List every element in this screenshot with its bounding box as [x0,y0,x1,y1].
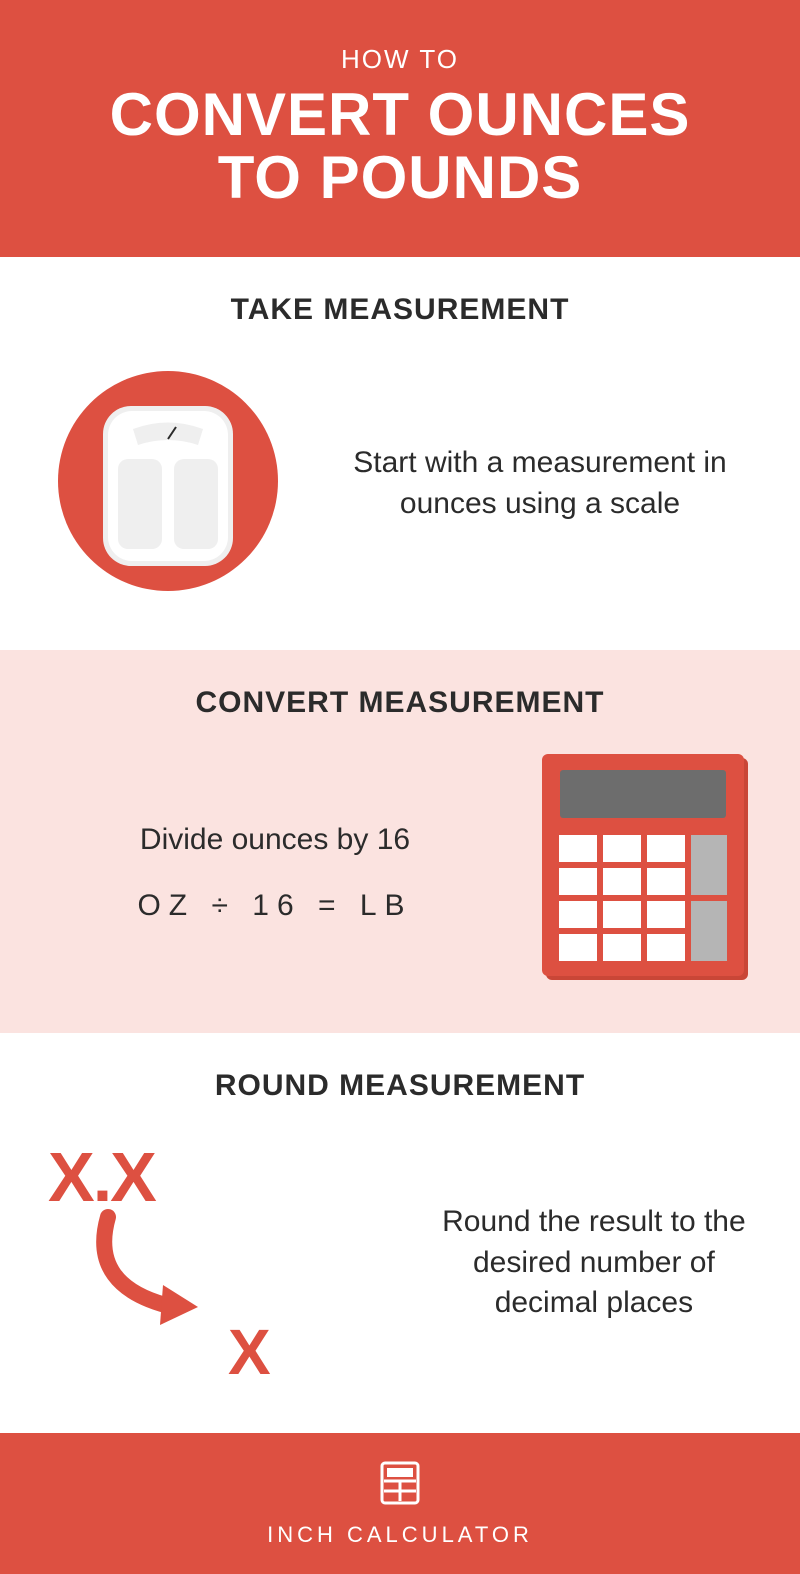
step-take-text: Start with a measurement in ounces using… [328,443,752,524]
footer: INCH CALCULATOR [0,1433,800,1574]
scale-icon [48,361,288,606]
step-take-measurement: TAKE MEASUREMENT Start with a measuremen… [0,257,800,650]
title-line-2: TO POUNDS [218,144,583,211]
calculator-logo-icon [378,1461,422,1505]
step-round-text: Round the result to the desired number o… [436,1202,752,1324]
step-round-title: ROUND MEASUREMENT [48,1069,752,1103]
round-after-icon: X [228,1315,271,1389]
round-before-icon: X.X [48,1137,155,1217]
curved-arrow-icon [78,1207,238,1327]
conversion-formula: OZ ÷ 16 = LB [137,889,412,923]
title-line-1: CONVERT OUNCES [110,81,691,148]
header-eyebrow: HOW TO [20,44,780,75]
step-take-title: TAKE MEASUREMENT [48,293,752,327]
header: HOW TO CONVERT OUNCES TO POUNDS [0,0,800,257]
footer-label: INCH CALCULATOR [0,1522,800,1548]
step-round-measurement: ROUND MEASUREMENT X.X X Round the result… [0,1033,800,1433]
step-convert-title: CONVERT MEASUREMENT [48,686,752,720]
step-convert-text: Divide ounces by 16 [140,820,410,861]
calculator-icon [542,754,752,989]
header-title: CONVERT OUNCES TO POUNDS [20,83,780,209]
step-convert-measurement: CONVERT MEASUREMENT Divide ounces by 16 … [0,650,800,1033]
